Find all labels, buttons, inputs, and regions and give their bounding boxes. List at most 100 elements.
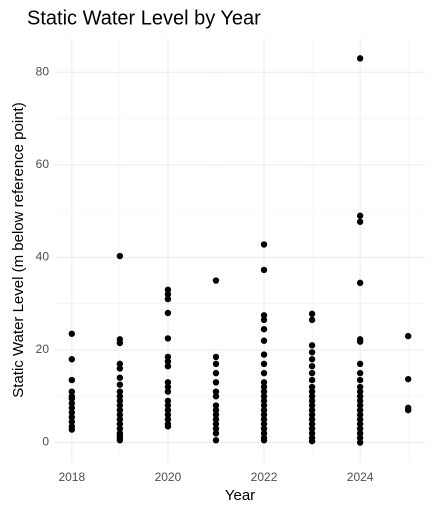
point <box>308 420 316 428</box>
point <box>308 342 316 349</box>
x-tick-label: 2022 <box>251 470 278 484</box>
point <box>260 316 268 324</box>
point <box>116 425 124 432</box>
point <box>212 420 220 428</box>
point <box>164 295 172 303</box>
point <box>308 437 316 445</box>
point <box>260 325 268 333</box>
point <box>116 360 124 368</box>
point <box>212 393 220 400</box>
y-axis-label: Static Water Level (m below reference po… <box>10 102 27 397</box>
point <box>356 369 364 377</box>
point <box>116 437 124 444</box>
point <box>356 376 364 384</box>
point <box>116 388 124 395</box>
point <box>68 413 76 421</box>
point <box>68 400 76 407</box>
point <box>68 426 76 433</box>
point <box>260 420 268 428</box>
point <box>356 411 364 418</box>
point <box>116 339 124 347</box>
point <box>116 416 124 423</box>
point <box>260 406 268 414</box>
point <box>356 439 364 446</box>
point <box>68 376 76 384</box>
point <box>164 358 172 365</box>
point <box>212 411 220 418</box>
point <box>308 406 316 414</box>
point <box>164 397 172 405</box>
point <box>212 360 220 368</box>
point <box>68 404 76 412</box>
point <box>308 393 316 400</box>
point <box>356 397 364 405</box>
y-tick-label: 20 <box>36 342 50 356</box>
point <box>116 374 124 381</box>
point <box>116 406 124 414</box>
point <box>68 388 76 395</box>
point <box>260 369 268 377</box>
point <box>260 437 268 444</box>
point <box>356 393 364 400</box>
point <box>164 423 172 430</box>
chart-title: Static Water Level by Year <box>27 7 261 29</box>
point <box>212 425 220 432</box>
x-tick-label: 2024 <box>347 470 374 484</box>
point <box>212 402 220 409</box>
point <box>260 411 268 418</box>
point <box>308 425 316 432</box>
point <box>68 393 76 400</box>
point <box>116 411 124 418</box>
point <box>260 312 268 319</box>
x-axis-label: Year <box>225 487 255 504</box>
point <box>164 383 172 391</box>
point <box>164 309 172 317</box>
point <box>212 406 220 414</box>
point <box>212 416 220 423</box>
point <box>116 365 124 372</box>
point <box>164 335 172 342</box>
point <box>260 397 268 405</box>
point <box>68 356 76 363</box>
point <box>356 402 364 409</box>
y-tick-label: 0 <box>42 435 49 449</box>
point <box>260 402 268 409</box>
y-tick-label: 40 <box>36 250 50 264</box>
point <box>356 430 364 437</box>
point <box>308 383 316 391</box>
point <box>308 411 316 418</box>
point <box>308 402 316 409</box>
point <box>308 376 316 384</box>
point <box>308 416 316 423</box>
point <box>260 393 268 400</box>
point <box>356 279 364 287</box>
y-tick-label: 80 <box>36 64 50 78</box>
point <box>260 388 268 395</box>
point <box>356 416 364 423</box>
point <box>164 286 172 294</box>
point <box>356 420 364 428</box>
point <box>308 397 316 405</box>
point <box>356 212 364 219</box>
point <box>260 416 268 423</box>
point <box>356 55 364 62</box>
point <box>356 434 364 442</box>
point <box>356 338 364 345</box>
point <box>308 356 316 363</box>
point <box>356 383 364 391</box>
point <box>260 241 268 248</box>
point <box>212 430 220 437</box>
point <box>116 402 124 409</box>
y-tick-label: 60 <box>36 157 50 171</box>
point <box>116 393 124 400</box>
point <box>260 266 268 274</box>
point <box>356 425 364 432</box>
point <box>212 353 220 361</box>
point <box>164 406 172 414</box>
point <box>164 379 172 386</box>
point <box>212 277 220 284</box>
point <box>356 388 364 395</box>
point <box>164 291 172 298</box>
point <box>116 397 124 405</box>
point <box>404 406 412 414</box>
